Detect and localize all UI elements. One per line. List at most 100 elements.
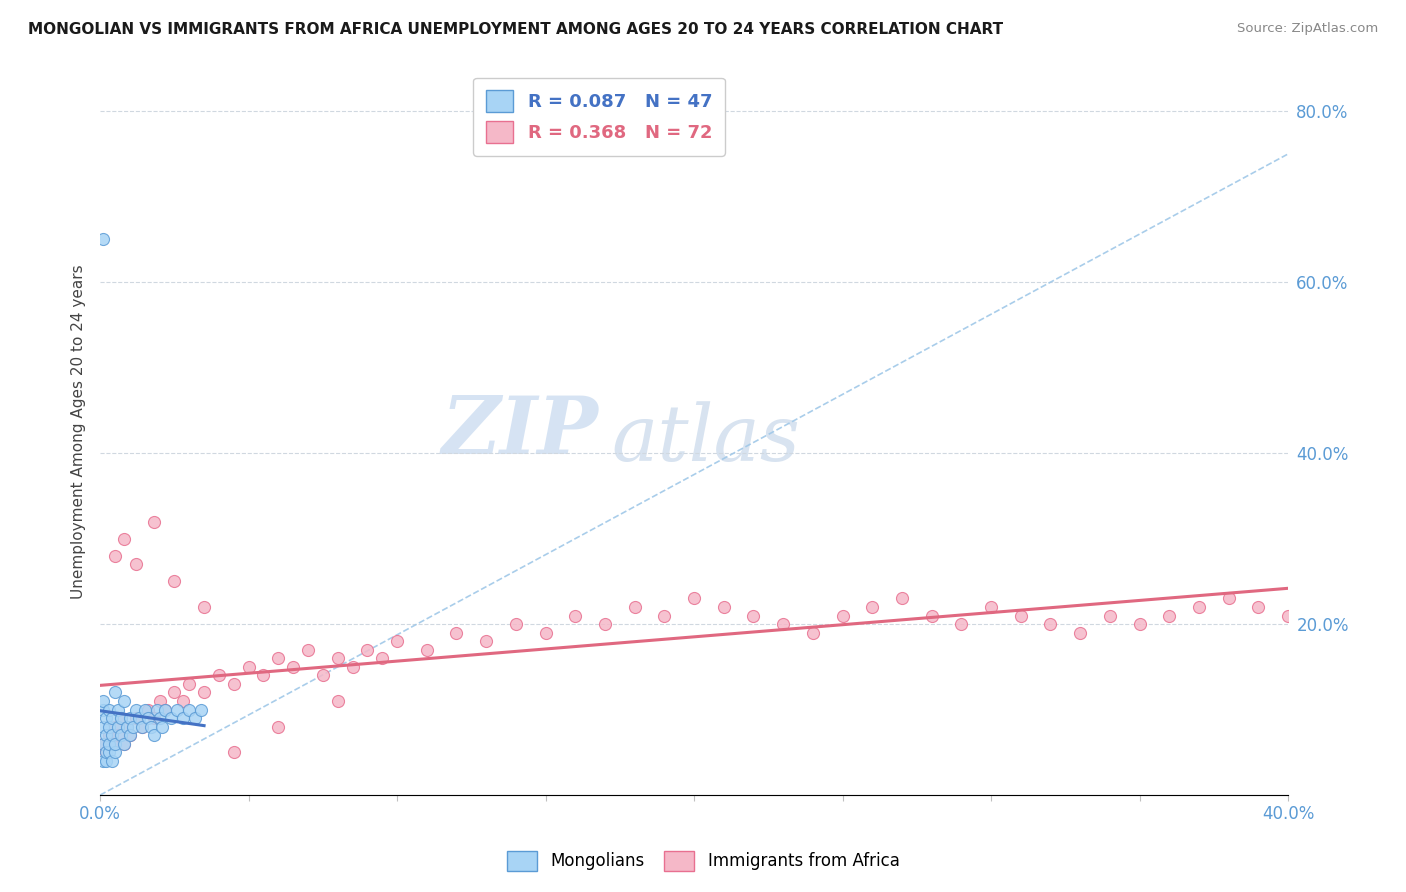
- Point: [172, 711, 194, 725]
- Point: [326, 651, 349, 665]
- Point: [416, 642, 439, 657]
- Point: [110, 728, 132, 742]
- Point: [1159, 608, 1181, 623]
- Point: [142, 515, 165, 529]
- Point: [163, 685, 186, 699]
- Point: [505, 617, 527, 632]
- Point: [134, 703, 156, 717]
- Point: [860, 600, 883, 615]
- Point: [654, 608, 676, 623]
- Point: [475, 634, 498, 648]
- Point: [112, 737, 135, 751]
- Text: Source: ZipAtlas.com: Source: ZipAtlas.com: [1237, 22, 1378, 36]
- Point: [91, 737, 114, 751]
- Point: [152, 720, 174, 734]
- Point: [593, 617, 616, 632]
- Point: [1277, 608, 1299, 623]
- Y-axis label: Unemployment Among Ages 20 to 24 years: Unemployment Among Ages 20 to 24 years: [72, 265, 86, 599]
- Point: [101, 737, 124, 751]
- Point: [104, 745, 127, 759]
- Point: [160, 711, 183, 725]
- Point: [104, 720, 127, 734]
- Point: [145, 703, 167, 717]
- Point: [98, 728, 121, 742]
- Point: [112, 737, 135, 751]
- Point: [101, 728, 124, 742]
- Text: ZIP: ZIP: [441, 393, 599, 471]
- Point: [142, 711, 165, 725]
- Point: [184, 711, 207, 725]
- Point: [91, 754, 114, 768]
- Point: [107, 703, 129, 717]
- Point: [125, 558, 148, 572]
- Point: [172, 694, 194, 708]
- Point: [222, 677, 245, 691]
- Point: [1247, 600, 1270, 615]
- Point: [267, 651, 290, 665]
- Point: [683, 591, 706, 606]
- Text: MONGOLIAN VS IMMIGRANTS FROM AFRICA UNEMPLOYMENT AMONG AGES 20 TO 24 YEARS CORRE: MONGOLIAN VS IMMIGRANTS FROM AFRICA UNEM…: [28, 22, 1004, 37]
- Point: [283, 660, 305, 674]
- Point: [118, 711, 141, 725]
- Point: [252, 668, 274, 682]
- Point: [772, 617, 794, 632]
- Point: [110, 711, 132, 725]
- Point: [115, 720, 138, 734]
- Point: [1098, 608, 1121, 623]
- Point: [342, 660, 364, 674]
- Point: [98, 745, 121, 759]
- Point: [312, 668, 335, 682]
- Point: [94, 754, 117, 768]
- Point: [121, 720, 143, 734]
- Point: [193, 685, 215, 699]
- Point: [104, 737, 127, 751]
- Point: [94, 745, 117, 759]
- Point: [148, 694, 170, 708]
- Point: [91, 737, 114, 751]
- Point: [104, 549, 127, 563]
- Point: [131, 720, 153, 734]
- Point: [139, 720, 162, 734]
- Point: [297, 642, 319, 657]
- Point: [107, 728, 129, 742]
- Point: [104, 685, 127, 699]
- Point: [193, 600, 215, 615]
- Point: [1010, 608, 1032, 623]
- Point: [238, 660, 260, 674]
- Point: [98, 720, 121, 734]
- Point: [1039, 617, 1062, 632]
- Point: [98, 703, 121, 717]
- Point: [128, 711, 150, 725]
- Point: [385, 634, 408, 648]
- Point: [1188, 600, 1211, 615]
- Point: [371, 651, 394, 665]
- Point: [623, 600, 645, 615]
- Point: [91, 720, 114, 734]
- Point: [101, 754, 124, 768]
- Point: [166, 703, 188, 717]
- Point: [446, 625, 468, 640]
- Legend: Mongolians, Immigrants from Africa: Mongolians, Immigrants from Africa: [498, 842, 908, 880]
- Point: [118, 728, 141, 742]
- Point: [1218, 591, 1240, 606]
- Point: [326, 694, 349, 708]
- Text: atlas: atlas: [612, 401, 800, 477]
- Point: [101, 711, 124, 725]
- Point: [112, 694, 135, 708]
- Point: [107, 720, 129, 734]
- Point: [980, 600, 1002, 615]
- Point: [94, 745, 117, 759]
- Point: [115, 720, 138, 734]
- Point: [110, 711, 132, 725]
- Point: [91, 232, 114, 246]
- Point: [742, 608, 765, 623]
- Point: [831, 608, 853, 623]
- Point: [1128, 617, 1150, 632]
- Point: [179, 703, 201, 717]
- Point: [801, 625, 824, 640]
- Point: [950, 617, 973, 632]
- Point: [179, 677, 201, 691]
- Point: [713, 600, 735, 615]
- Point: [534, 625, 557, 640]
- Point: [155, 703, 177, 717]
